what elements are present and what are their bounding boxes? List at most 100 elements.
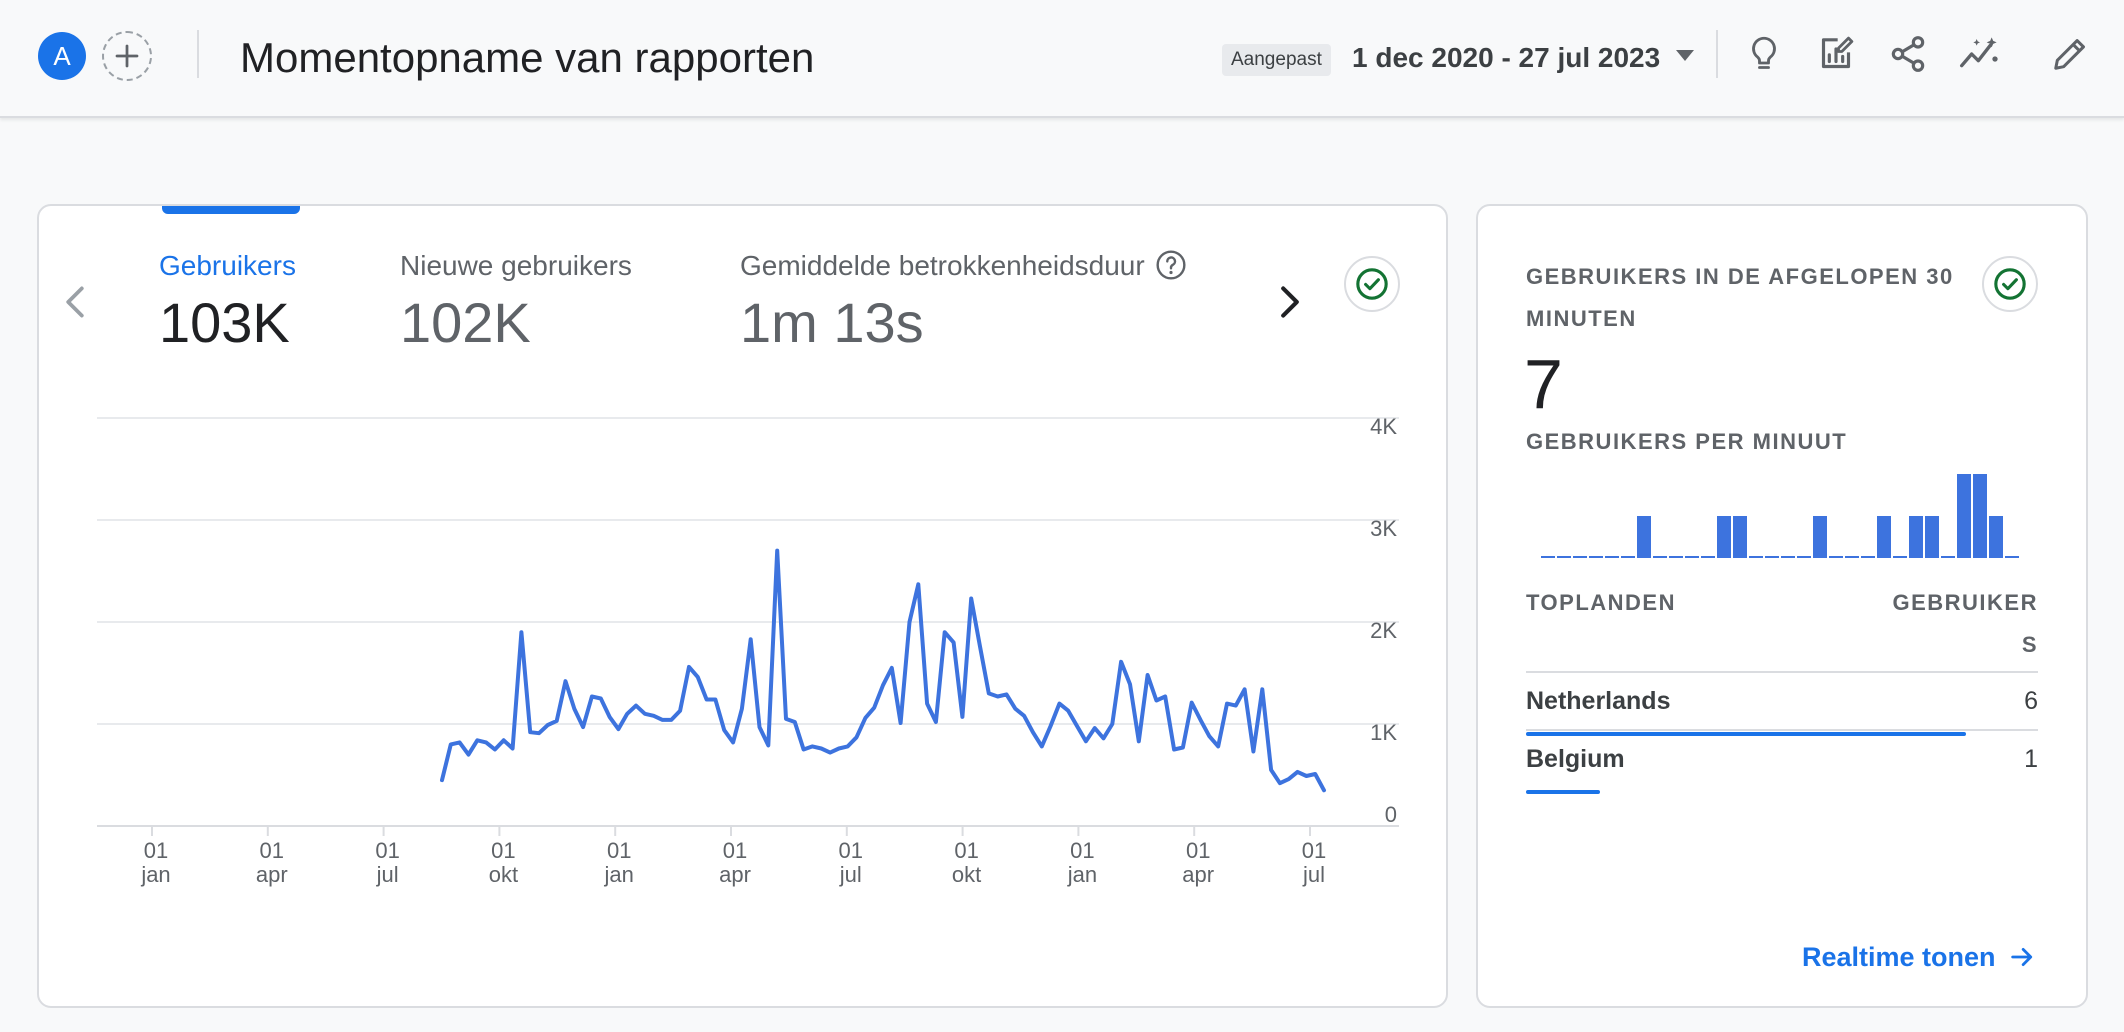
table-divider xyxy=(1526,729,2038,731)
chevron-left-icon xyxy=(66,286,84,318)
minute-bar[interactable] xyxy=(1733,516,1747,558)
minute-bar[interactable] xyxy=(1797,556,1811,558)
header-divider xyxy=(197,30,199,78)
chevron-right-icon xyxy=(1281,286,1299,318)
minute-bar[interactable] xyxy=(1861,556,1875,558)
country-users: 1 xyxy=(2024,745,2038,773)
date-range-selector[interactable]: 1 dec 2020 - 27 jul 2023 xyxy=(1352,42,1661,73)
metric-label: Gebruikers xyxy=(159,250,296,281)
country-share-bar xyxy=(1526,732,1966,736)
x-tick-label: apr xyxy=(256,862,288,887)
metric-label-text: Gemiddelde betrokkenheidsduur xyxy=(740,250,1145,281)
x-tick-label: apr xyxy=(1182,862,1214,887)
minute-bar[interactable] xyxy=(1749,556,1763,558)
minute-bar[interactable] xyxy=(2005,556,2019,558)
x-tick-label: 01 xyxy=(144,838,168,863)
x-tick-label: okt xyxy=(489,862,518,887)
x-tick-label: 01 xyxy=(723,838,747,863)
x-tick-label: 01 xyxy=(607,838,631,863)
minute-bar[interactable] xyxy=(1589,556,1603,558)
x-tick-label: 01 xyxy=(1302,838,1326,863)
metric-label: Gemiddelde betrokkenheidsduur xyxy=(740,248,1187,284)
share-icon[interactable] xyxy=(1884,30,1932,78)
x-tick-label: apr xyxy=(719,862,751,887)
minute-bar[interactable] xyxy=(1765,556,1779,558)
realtime-title: GEBRUIKERS IN DE AFGELOPEN 30 MINUTEN xyxy=(1526,264,1954,331)
x-tick-label: okt xyxy=(952,862,981,887)
metric-tab-new-users[interactable]: Nieuwe gebruikers 102K xyxy=(400,248,632,356)
next-metric-button[interactable] xyxy=(1272,282,1308,322)
users-line-chart: 4K3K2K1K001jan01apr01jul01okt01jan01apr0… xyxy=(97,414,1399,887)
minute-bar[interactable] xyxy=(1605,556,1619,558)
metric-value: 102K xyxy=(400,291,531,354)
data-quality-badge[interactable] xyxy=(1344,256,1400,312)
country-name: Netherlands xyxy=(1526,687,1671,715)
minute-bar[interactable] xyxy=(1541,556,1555,558)
minute-bar[interactable] xyxy=(1957,474,1971,558)
minute-bar[interactable] xyxy=(1973,474,1987,558)
date-range-chip: Aangepast xyxy=(1222,44,1331,76)
minute-bar[interactable] xyxy=(1685,556,1699,558)
insights-icon[interactable] xyxy=(1956,30,2004,78)
table-row[interactable]: Netherlands 6 xyxy=(1526,684,2038,740)
minute-bar[interactable] xyxy=(1893,556,1907,558)
view-realtime-label: Realtime tonen xyxy=(1802,941,1996,972)
y-tick-label: 2K xyxy=(1370,618,1397,643)
minute-bar[interactable] xyxy=(1653,556,1667,558)
x-tick-label: 01 xyxy=(375,838,399,863)
users-series-line[interactable] xyxy=(440,548,1326,793)
x-tick-label: 01 xyxy=(839,838,863,863)
metric-tab-engagement-time[interactable]: Gemiddelde betrokkenheidsduur 1m 13s xyxy=(740,248,1187,356)
x-tick-label: jan xyxy=(1067,862,1097,887)
x-tick-label: jan xyxy=(140,862,170,887)
minute-bar[interactable] xyxy=(1621,556,1635,558)
minute-bar[interactable] xyxy=(1573,556,1587,558)
users-column-header: GEBRUIKERS xyxy=(1892,590,2038,657)
help-icon[interactable] xyxy=(1155,249,1187,281)
realtime-status-badge[interactable] xyxy=(1982,256,2038,312)
y-tick-label: 0 xyxy=(1385,802,1397,827)
country-share-bar xyxy=(1526,790,1600,794)
minute-bar[interactable] xyxy=(1909,516,1923,558)
per-minute-title: GEBRUIKERS PER MINUUT xyxy=(1526,429,1848,454)
x-tick-label: jul xyxy=(376,862,399,887)
view-realtime-link[interactable]: Realtime tonen xyxy=(1802,936,2036,978)
y-tick-label: 4K xyxy=(1370,414,1397,439)
minute-bar[interactable] xyxy=(1717,516,1731,558)
add-comparison-button[interactable] xyxy=(102,31,152,81)
active-tab-indicator xyxy=(162,206,300,214)
minute-bar[interactable] xyxy=(1925,516,1939,558)
x-tick-label: 01 xyxy=(260,838,284,863)
table-row[interactable]: Belgium 1 xyxy=(1526,742,2038,798)
edit-report-icon[interactable] xyxy=(1812,30,1860,78)
metric-tab-users[interactable]: Gebruikers 103K xyxy=(159,248,296,356)
previous-metric-button[interactable] xyxy=(57,282,93,322)
minute-bar[interactable] xyxy=(1701,556,1715,558)
realtime-card: GEBRUIKERS IN DE AFGELOPEN 30 MINUTEN 7 … xyxy=(1476,204,2088,1008)
minute-bar[interactable] xyxy=(1941,556,1955,558)
minute-bar[interactable] xyxy=(1781,556,1795,558)
metric-value: 1m 13s xyxy=(740,291,924,354)
x-tick-label: 01 xyxy=(954,838,978,863)
pencil-icon[interactable] xyxy=(2046,30,2094,78)
chevron-down-icon[interactable] xyxy=(1676,50,1694,61)
lightbulb-icon[interactable] xyxy=(1740,30,1788,78)
country-name: Belgium xyxy=(1526,745,1625,773)
plus-icon xyxy=(115,44,139,68)
check-circle-icon xyxy=(1994,268,2026,300)
x-tick-label: 01 xyxy=(1186,838,1210,863)
top-countries-header: TOPLANDEN xyxy=(1526,590,1676,615)
minute-bar[interactable] xyxy=(1829,556,1843,558)
minute-bar[interactable] xyxy=(1845,556,1859,558)
minute-bar[interactable] xyxy=(1877,516,1891,558)
country-users: 6 xyxy=(2024,687,2038,715)
minute-bar[interactable] xyxy=(1557,556,1571,558)
x-tick-label: jul xyxy=(839,862,862,887)
minute-bar[interactable] xyxy=(1637,516,1651,558)
x-tick-label: 01 xyxy=(491,838,515,863)
minute-bar[interactable] xyxy=(1669,556,1683,558)
minute-bar[interactable] xyxy=(1813,516,1827,558)
x-tick-label: jul xyxy=(1302,862,1325,887)
minute-bar[interactable] xyxy=(1989,516,2003,558)
user-avatar[interactable]: A xyxy=(38,32,86,80)
